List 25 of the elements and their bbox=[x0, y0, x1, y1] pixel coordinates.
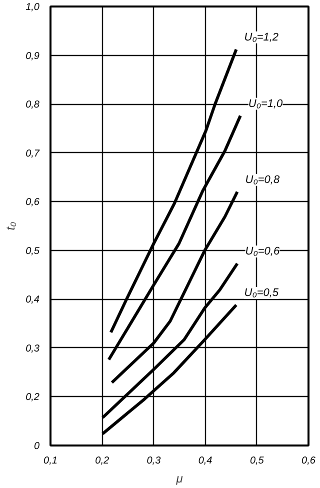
series-label: U₀=0,8 bbox=[245, 174, 280, 186]
y-tick-label: 0 bbox=[34, 441, 40, 452]
y-tick-label: 0,4 bbox=[26, 294, 40, 306]
x-tick-label: 0,1 bbox=[44, 456, 58, 466]
x-tick-label: 0,6 bbox=[302, 456, 316, 466]
y-tick-label: 0,6 bbox=[26, 197, 40, 208]
x-tick-label: 0,5 bbox=[250, 456, 264, 466]
x-tick-label: 0,3 bbox=[146, 456, 162, 466]
series-label: U₀=0,6 bbox=[245, 246, 280, 258]
series-label: U₀=1,0 bbox=[248, 98, 284, 110]
line-series bbox=[110, 190, 239, 384]
y-tick-label: 1,0 bbox=[26, 2, 40, 13]
series-label: U₀=0,5 bbox=[244, 287, 280, 300]
x-tick-label: 0,4 bbox=[198, 456, 213, 466]
y-tick-label: 0,5 bbox=[26, 246, 40, 257]
y-tick-label: 0,3 bbox=[26, 343, 40, 354]
series-label: U₀=1,2 bbox=[244, 31, 279, 44]
x-tick-label: 0,2 bbox=[95, 456, 110, 466]
y-tick-label: 0,7 bbox=[26, 148, 40, 160]
y-axis-title: t₀ bbox=[4, 222, 18, 230]
y-tick-label: 0,2 bbox=[26, 392, 40, 404]
y-tick-label: 0,9 bbox=[26, 50, 40, 62]
line-series bbox=[107, 114, 242, 362]
x-axis-title: μ bbox=[175, 472, 184, 486]
y-tick-label: 0,8 bbox=[26, 100, 40, 111]
